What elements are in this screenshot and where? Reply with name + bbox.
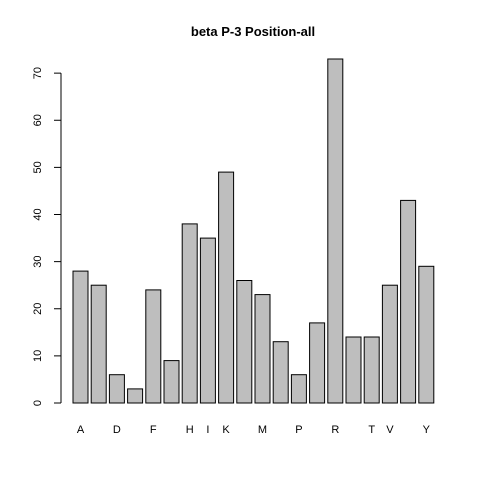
bar-D — [108, 374, 125, 404]
bar-M — [254, 294, 271, 404]
x-tick-label: I — [206, 424, 209, 436]
bar-Y — [418, 265, 435, 404]
bar-S — [345, 336, 362, 404]
bar-P — [290, 374, 307, 404]
bar-N — [272, 341, 289, 404]
bars — [72, 58, 435, 404]
x-tick-label: T — [368, 424, 375, 436]
bar-V — [381, 284, 398, 404]
bar-H — [181, 223, 198, 404]
y-tick-label: 10 — [32, 350, 44, 362]
x-tick-label: M — [258, 424, 267, 436]
bar-R — [327, 58, 344, 404]
bar-G — [163, 360, 180, 404]
bar-F — [145, 289, 162, 404]
x-tick-label: P — [295, 424, 302, 436]
y-tick-label: 40 — [32, 208, 44, 220]
chart-title: beta P-3 Position-all — [191, 24, 315, 39]
x-tick-label: H — [186, 424, 194, 436]
bar-C — [90, 284, 107, 404]
bar-K — [218, 171, 235, 404]
x-tick-label: D — [113, 424, 121, 436]
y-tick-label: 60 — [32, 114, 44, 126]
x-tick-label: K — [222, 424, 230, 436]
y-tick-label: 50 — [32, 161, 44, 173]
bar-A — [72, 270, 89, 404]
x-tick-label: R — [331, 424, 339, 436]
x-tick-label: V — [386, 424, 394, 436]
x-tick-label: A — [77, 424, 85, 436]
y-tick-label: 30 — [32, 256, 44, 268]
bar-W — [400, 199, 417, 404]
bar-L — [236, 280, 253, 404]
bar-Q — [309, 322, 326, 404]
y-tick-label: 0 — [32, 400, 44, 406]
x-tick-label: F — [150, 424, 157, 436]
bar-T — [363, 336, 380, 404]
bar-I — [199, 237, 216, 404]
y-tick-label: 20 — [32, 303, 44, 315]
y-axis: 0 10 20 30 40 50 60 70 — [32, 67, 62, 406]
x-tick-label: Y — [423, 424, 431, 436]
y-tick-label: 70 — [32, 67, 44, 79]
bar-E — [127, 388, 144, 404]
